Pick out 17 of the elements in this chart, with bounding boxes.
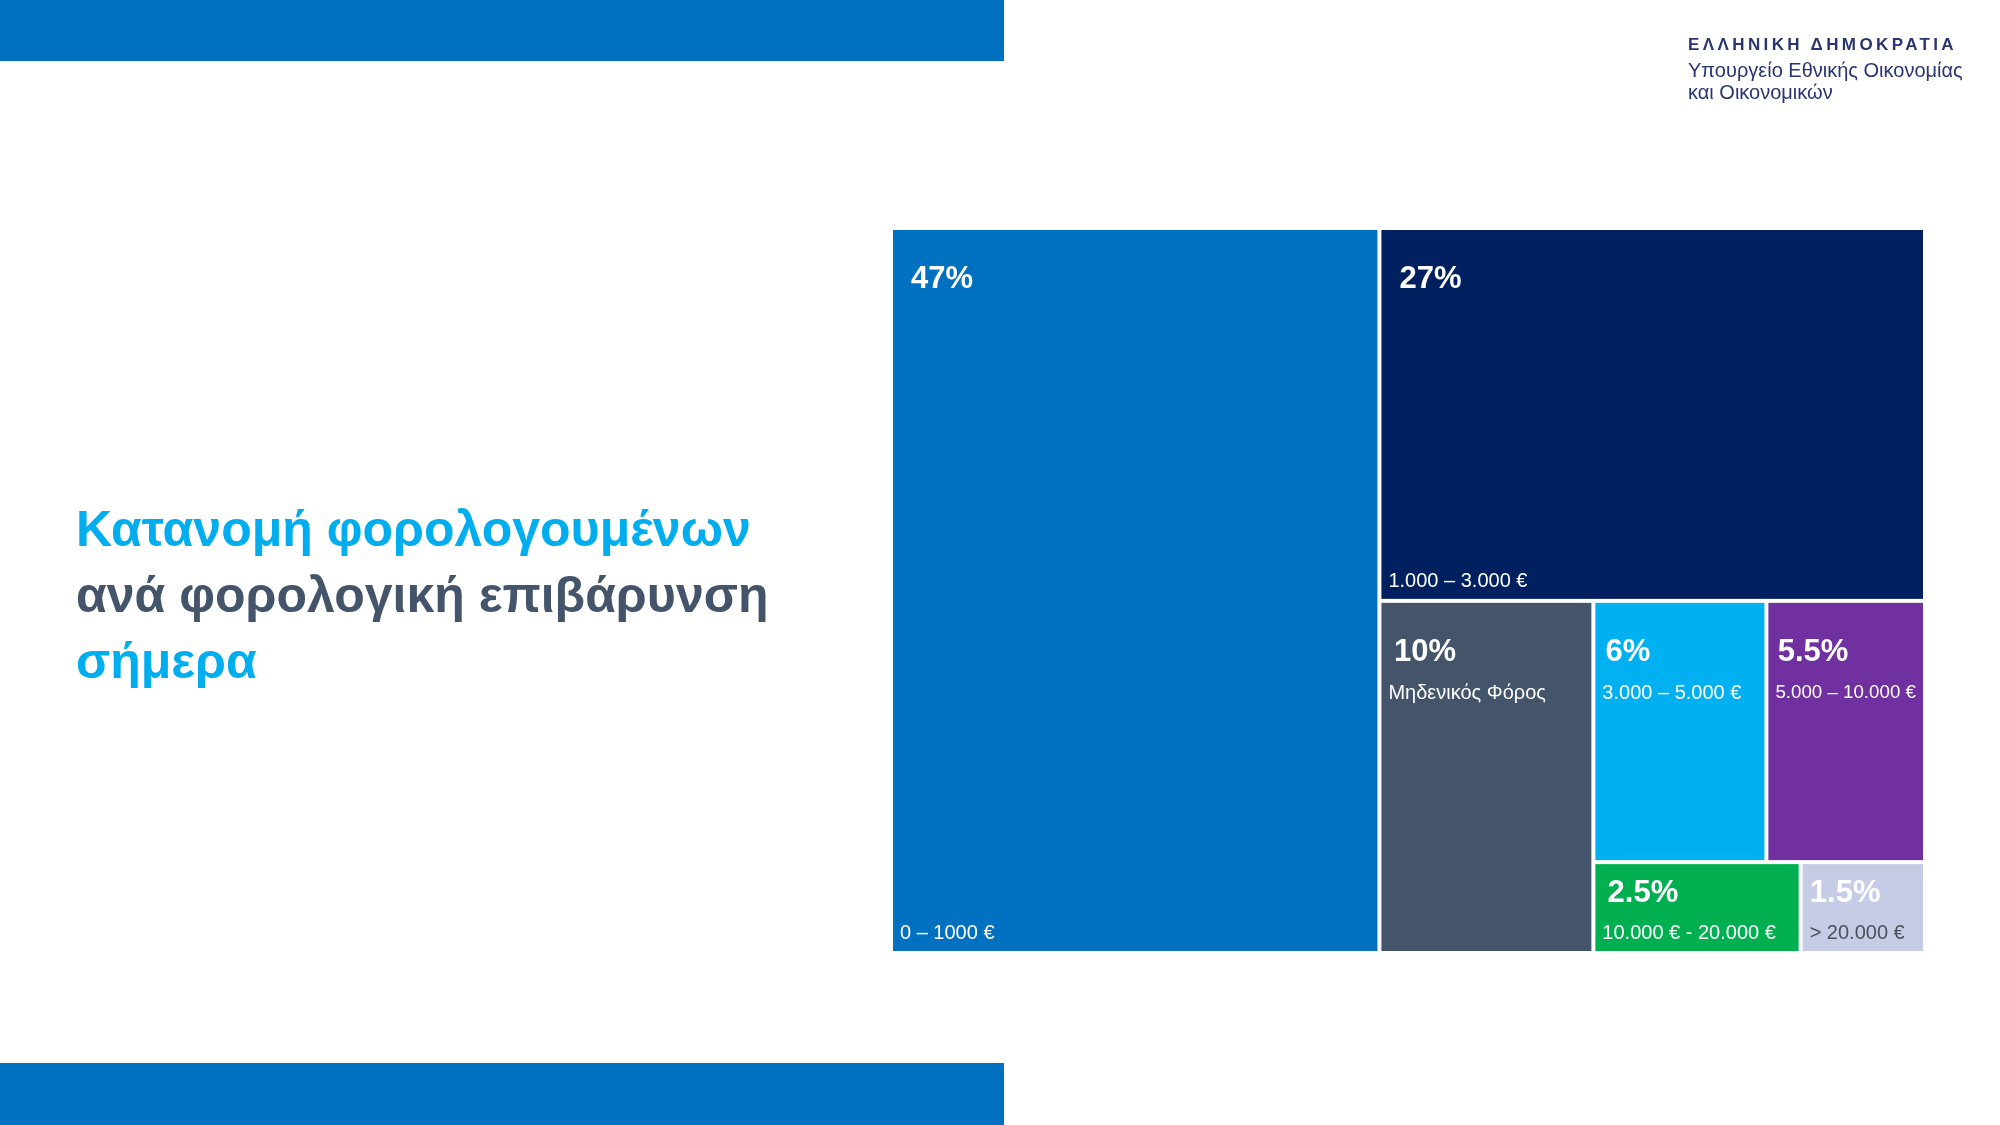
data-label: 27% xyxy=(1399,260,1462,295)
category-label: Μηδενικός Φόρος xyxy=(1388,681,1547,704)
text: Υπουργείο Εθνικής Οικονομίας και Οικονομικών xyxy=(1688,59,1964,103)
category-label: 10.000 € - 20.000 € xyxy=(1602,921,1776,943)
data-label: 5.5% xyxy=(1777,632,1849,668)
category-label: 0 – 1000 € xyxy=(900,921,995,943)
category-label: 1.000 – 3.000 € xyxy=(1388,568,1528,591)
text: ΕΛΛΗΝΙΚΗ ΔΗΜΟΚΡΑΤΙΑ xyxy=(1688,35,1958,54)
category-label: 3.000 – 5.000 € xyxy=(1602,681,1742,704)
data-label: 6% xyxy=(1605,632,1651,668)
category-label: 5.000 – 10.000 € xyxy=(1775,681,1917,703)
data-label: 10% xyxy=(1394,632,1457,668)
data-label: 1.5% xyxy=(1809,874,1881,910)
text: Κατανομή φορολογουμένων ανά φορολογική επιβάρυνση σήμερα xyxy=(76,501,769,689)
category-label: > 20.000 € xyxy=(1809,921,1905,943)
data-label: 2.5% xyxy=(1607,874,1679,910)
data-label: 47% xyxy=(911,260,974,295)
